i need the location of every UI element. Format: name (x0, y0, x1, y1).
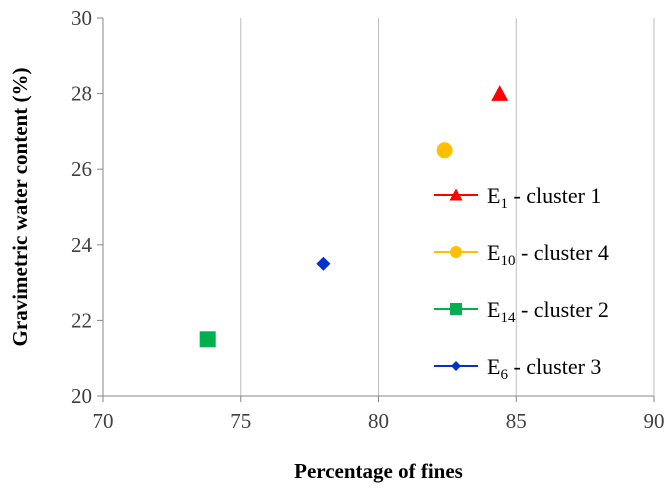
y-axis-title: Gravimetric water content (%) (8, 68, 32, 347)
legend-marker-circle (450, 246, 462, 258)
y-tick-label: 28 (71, 82, 92, 106)
legend-marker-triangle (449, 188, 463, 201)
legend-label: E1 - cluster 1 (487, 183, 601, 212)
data-points (199, 85, 509, 348)
y-tick-label: 24 (71, 233, 93, 257)
data-point-diamond (316, 256, 331, 271)
x-tick-label: 80 (368, 409, 389, 433)
legend: E1 - cluster 1 E10 - cluster 4 E14 - clust… (434, 183, 609, 383)
x-tick-label: 85 (506, 409, 527, 433)
legend-label: E6 - cluster 3 (487, 354, 601, 383)
legend-marker-diamond (451, 361, 461, 371)
legend-item: E14 - cluster 2 (434, 297, 609, 326)
legend-item: E10 - cluster 4 (434, 240, 609, 269)
legend-item: E1 - cluster 1 (434, 183, 601, 212)
data-point-square (199, 331, 216, 348)
x-axis-title: Percentage of fines (294, 459, 463, 483)
x-tick-label: 90 (644, 409, 665, 433)
y-tick-label: 30 (71, 6, 92, 30)
y-tick-label: 22 (71, 308, 92, 332)
legend-label: E14 - cluster 2 (487, 297, 609, 326)
y-tick-label: 20 (71, 384, 92, 408)
grid-layer (240, 18, 655, 396)
legend-item: E6 - cluster 3 (434, 354, 601, 383)
legend-label: E10 - cluster 4 (487, 240, 609, 269)
tick-labels: 20 22 24 26 28 30 70 75 80 85 90 (71, 6, 665, 433)
x-tick-label: 75 (230, 409, 251, 433)
x-tick-label: 70 (93, 409, 114, 433)
data-point-circle (436, 142, 453, 159)
axis-layer (97, 17, 655, 402)
legend-marker-square (450, 303, 462, 315)
y-tick-label: 26 (71, 157, 92, 181)
data-point-triangle (491, 85, 509, 101)
